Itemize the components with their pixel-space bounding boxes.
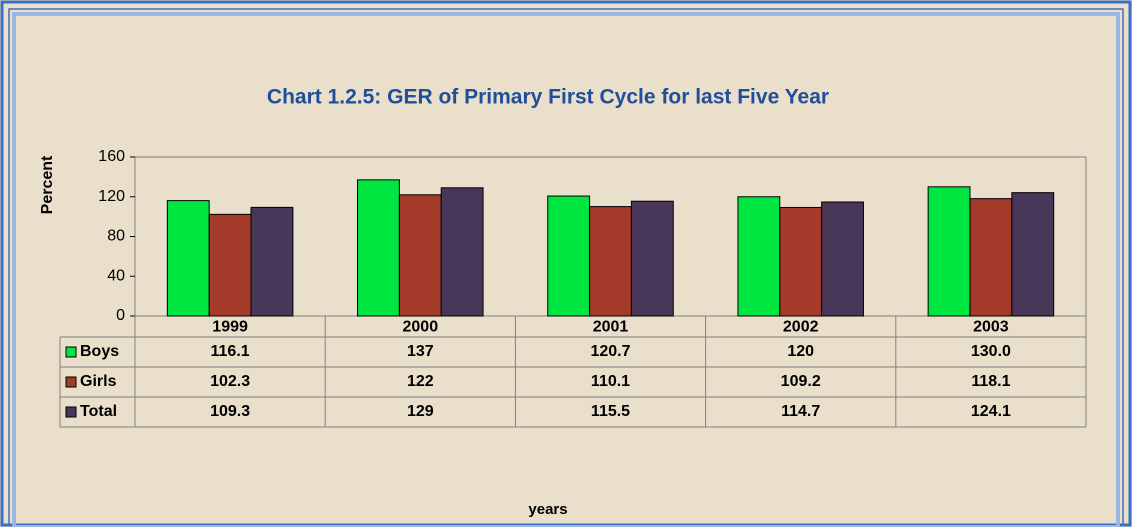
legend-swatch <box>65 376 77 388</box>
legend-label: Boys <box>80 343 119 360</box>
data-label: 109.2 <box>781 373 821 390</box>
bar <box>250 206 294 317</box>
bar <box>357 179 400 317</box>
bar <box>927 186 971 317</box>
bar <box>398 194 442 317</box>
data-label: 102.3 <box>210 373 250 390</box>
data-label: 109.3 <box>210 403 250 420</box>
x-tick-label: 2003 <box>973 319 1009 336</box>
y-axis-label: Percent <box>39 155 56 214</box>
legend-swatch <box>65 406 77 418</box>
data-label: 120 <box>787 343 814 360</box>
y-tick-label: 120 <box>98 188 125 205</box>
bar <box>208 213 252 317</box>
data-label: 118.1 <box>971 373 1010 390</box>
y-tick-label: 80 <box>107 228 125 245</box>
x-tick-label: 1999 <box>212 319 248 336</box>
chart-title: Chart 1.2.5: GER of Primary First Cycle … <box>267 86 829 109</box>
x-tick-label: 2002 <box>783 319 819 336</box>
bar <box>589 206 632 317</box>
data-label: 122 <box>407 373 434 390</box>
x-axis-label: years <box>528 501 567 518</box>
bar <box>630 200 674 317</box>
data-label: 120.7 <box>590 343 630 360</box>
bar <box>166 200 210 317</box>
legend-label: Total <box>80 403 117 420</box>
data-label: 130.0 <box>971 343 1011 360</box>
legend-label: Girls <box>80 373 117 390</box>
legend-swatch <box>65 346 77 358</box>
data-label: 129 <box>407 403 434 420</box>
bar <box>969 198 1013 317</box>
bar <box>440 187 484 317</box>
bar <box>821 201 864 317</box>
data-label: 115.5 <box>591 403 630 420</box>
data-label: 137 <box>407 343 434 360</box>
data-label: 124.1 <box>971 403 1011 420</box>
bar <box>737 196 781 317</box>
x-tick-label: 2000 <box>403 319 439 336</box>
data-label: 110.1 <box>591 373 630 390</box>
bar <box>1011 192 1055 317</box>
bar <box>779 206 823 317</box>
y-tick-label: 40 <box>107 267 125 284</box>
x-tick-label: 2001 <box>593 319 629 336</box>
y-tick-label: 160 <box>98 148 125 165</box>
y-tick-label: 0 <box>116 307 125 324</box>
data-label: 116.1 <box>211 343 250 360</box>
frame <box>12 12 1120 527</box>
bar <box>547 195 591 317</box>
data-label: 114.7 <box>781 403 820 420</box>
